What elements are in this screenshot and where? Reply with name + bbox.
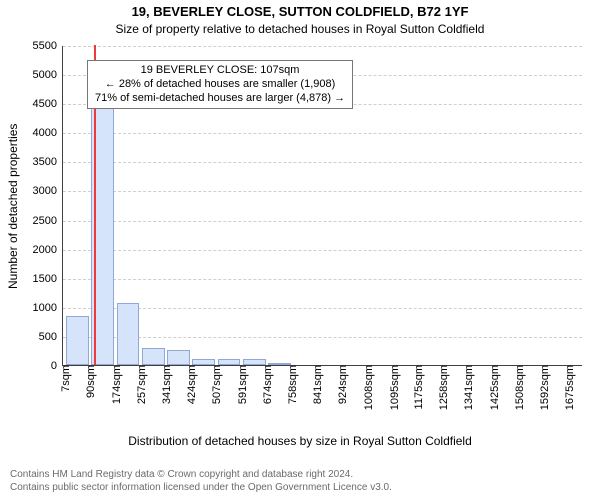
y-tick-label: 1000 xyxy=(33,302,63,314)
x-tick-label: 90sqm xyxy=(83,365,97,398)
annotation-box: 19 BEVERLEY CLOSE: 107sqm← 28% of detach… xyxy=(87,60,353,109)
y-tick-label: 500 xyxy=(39,331,63,343)
x-tick-label: 758sqm xyxy=(285,365,299,404)
y-tick-label: 3500 xyxy=(33,156,63,168)
grid-line xyxy=(63,250,582,251)
grid-line xyxy=(63,162,582,163)
grid-line xyxy=(63,133,582,134)
grid-line xyxy=(63,308,582,309)
x-tick-label: 424sqm xyxy=(184,365,198,404)
footer-attribution: Contains HM Land Registry data © Crown c… xyxy=(10,468,392,494)
grid-line xyxy=(63,46,582,47)
annotation-line: ← 28% of detached houses are smaller (1,… xyxy=(95,78,345,92)
x-tick-label: 1095sqm xyxy=(387,365,401,410)
x-tick-label: 1258sqm xyxy=(436,365,450,410)
annotation-line: 19 BEVERLEY CLOSE: 107sqm xyxy=(95,64,345,78)
y-tick-label: 4500 xyxy=(33,98,63,110)
x-tick-label: 1175sqm xyxy=(411,365,425,409)
x-tick-label: 1675sqm xyxy=(562,365,576,410)
x-tick-label: 591sqm xyxy=(235,365,249,404)
chart-subtitle: Size of property relative to detached ho… xyxy=(0,22,600,36)
footer-line-2: Contains public sector information licen… xyxy=(10,481,392,494)
x-tick-label: 1008sqm xyxy=(361,365,375,410)
y-tick-label: 2500 xyxy=(33,215,63,227)
chart-title: 19, BEVERLEY CLOSE, SUTTON COLDFIELD, B7… xyxy=(0,4,600,19)
grid-line xyxy=(63,191,582,192)
histogram-bar xyxy=(117,303,140,365)
x-tick-label: 841sqm xyxy=(310,365,324,404)
grid-line xyxy=(63,221,582,222)
x-tick-label: 924sqm xyxy=(335,365,349,404)
grid-line xyxy=(63,279,582,280)
y-tick-label: 4000 xyxy=(33,127,63,139)
x-tick-label: 7sqm xyxy=(58,365,72,392)
y-tick-label: 1500 xyxy=(33,273,63,285)
x-tick-label: 1425sqm xyxy=(487,365,501,410)
footer-line-1: Contains HM Land Registry data © Crown c… xyxy=(10,468,392,481)
histogram-bar xyxy=(142,348,165,365)
x-tick-label: 507sqm xyxy=(209,365,223,404)
y-tick-label: 5500 xyxy=(33,40,63,52)
x-tick-label: 674sqm xyxy=(260,365,274,404)
x-tick-label: 341sqm xyxy=(159,365,173,404)
x-tick-label: 1592sqm xyxy=(537,365,551,410)
annotation-line: 71% of semi-detached houses are larger (… xyxy=(95,92,345,106)
grid-line xyxy=(63,337,582,338)
x-tick-label: 1341sqm xyxy=(461,365,475,410)
y-axis-label: Number of detached properties xyxy=(6,123,20,288)
histogram-bar xyxy=(66,316,89,365)
x-tick-label: 1508sqm xyxy=(512,365,526,410)
x-axis-label: Distribution of detached houses by size … xyxy=(0,434,600,448)
y-tick-label: 5000 xyxy=(33,69,63,81)
x-tick-label: 257sqm xyxy=(134,365,148,404)
histogram-bar xyxy=(167,350,190,365)
histogram-plot: 0500100015002000250030003500400045005000… xyxy=(62,46,582,366)
y-tick-label: 2000 xyxy=(33,244,63,256)
x-tick-label: 174sqm xyxy=(109,365,123,404)
y-tick-label: 3000 xyxy=(33,185,63,197)
